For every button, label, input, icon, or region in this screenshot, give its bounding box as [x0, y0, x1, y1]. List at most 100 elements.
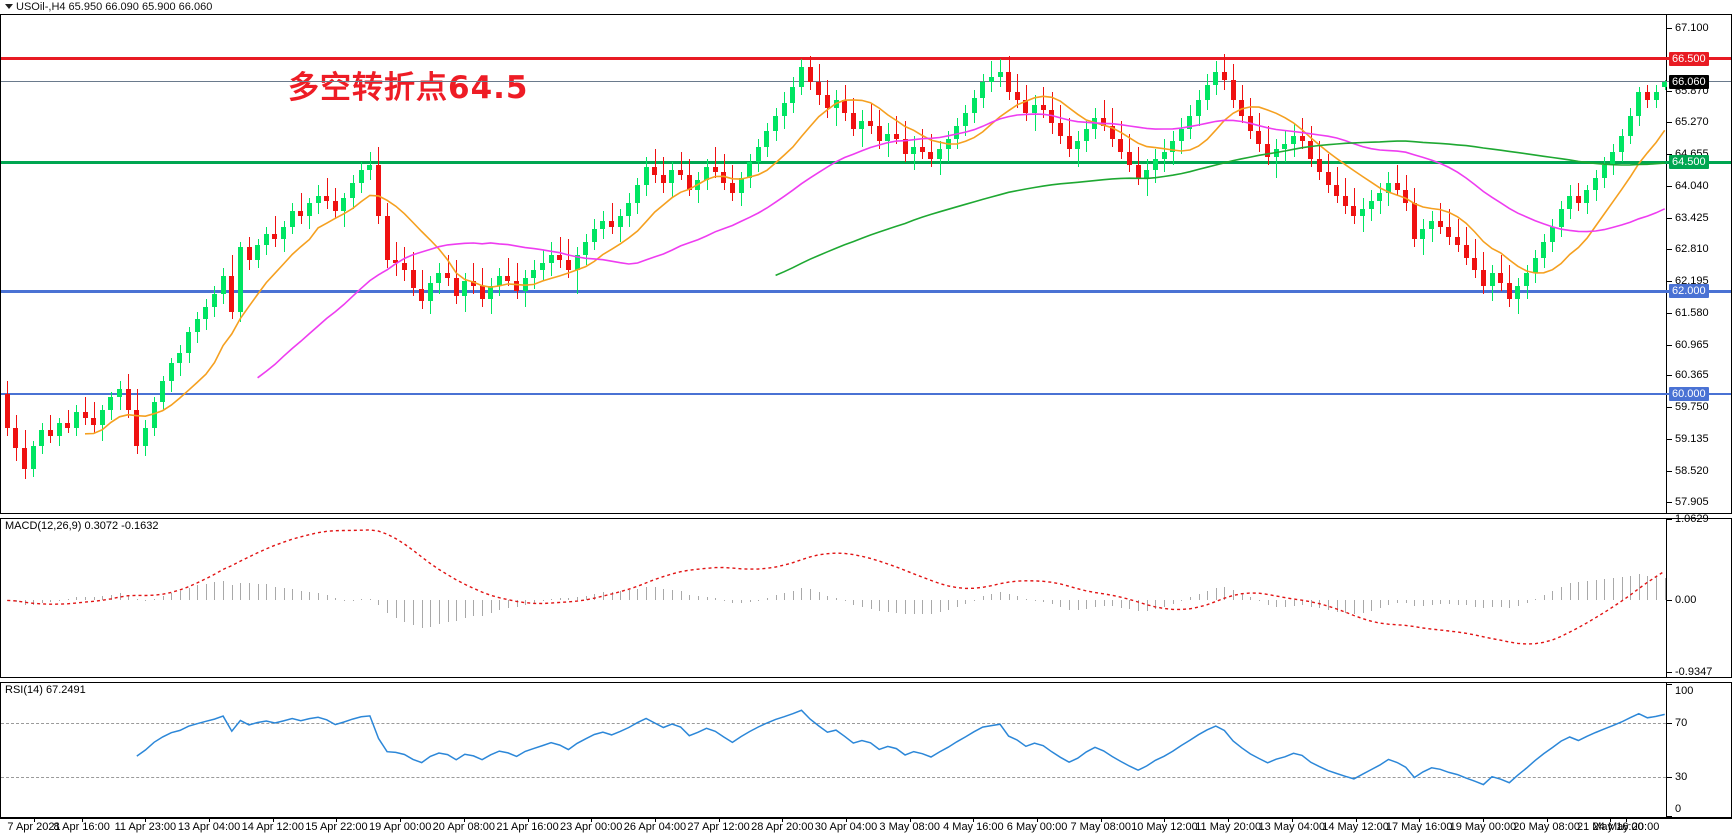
last-price-tag[interactable]: 66.060	[1669, 74, 1709, 89]
candle-body	[1144, 169, 1149, 178]
macd-histogram-bar	[1518, 600, 1519, 606]
price-tick	[1667, 438, 1672, 440]
candle-body	[1300, 136, 1305, 142]
candle-wick	[448, 254, 449, 286]
pivot-line[interactable]	[1, 160, 1731, 164]
candle-body	[359, 169, 364, 183]
candle-body	[842, 100, 847, 114]
rsi-plot-area[interactable]	[1, 683, 1731, 817]
macd-histogram-bar	[1224, 587, 1225, 601]
candle-body	[1446, 226, 1451, 237]
macd-histogram-bar	[629, 590, 630, 601]
candle-wick	[1449, 208, 1450, 245]
current-price-line[interactable]	[1, 81, 1731, 83]
macd-histogram-bar	[491, 600, 492, 614]
support-line-2[interactable]	[1, 393, 1731, 396]
time-axis-label: 19 Apr 00:00	[368, 821, 432, 833]
candle-wick	[473, 262, 474, 294]
price-tick	[1667, 344, 1672, 346]
macd-histogram-bar	[896, 600, 897, 613]
macd-histogram-bar	[430, 600, 431, 627]
rsi-line-group	[136, 709, 1665, 786]
macd-histogram-bar	[1613, 578, 1614, 601]
macd-histogram-bar	[1112, 600, 1113, 607]
candle-body	[583, 242, 588, 255]
support-level-tag[interactable]: 62.000	[1669, 284, 1709, 299]
macd-histogram-bar	[1000, 592, 1001, 601]
candle-body	[1006, 71, 1011, 93]
candle-body	[652, 167, 657, 175]
candle-body	[609, 221, 614, 227]
price-plot-area[interactable]	[1, 15, 1731, 513]
candle-body	[1619, 136, 1624, 152]
resistance-line[interactable]	[1, 57, 1731, 61]
macd-panel[interactable]: MACD(12,26,9) 0.3072 -0.1632 1.0629 0.00 -…	[0, 513, 1732, 678]
triangle-down-icon[interactable]	[5, 4, 13, 9]
time-axis-label: 10 May 12:00	[1131, 821, 1198, 833]
pivot-level-tag[interactable]: 64.500	[1669, 155, 1709, 170]
macd-histogram-bar	[465, 600, 466, 619]
price-tick	[1667, 312, 1672, 314]
candle-body	[661, 174, 666, 183]
resistance-level-tag[interactable]: 66.500	[1669, 51, 1709, 66]
candle-body	[954, 125, 959, 139]
time-axis-tick	[1355, 819, 1357, 822]
macd-histogram-bar	[456, 600, 457, 622]
macd-histogram-bar	[1630, 576, 1631, 601]
time-axis-label: 27 Apr 12:00	[687, 821, 750, 833]
time-axis-label: 13 May 04:00	[1258, 821, 1326, 833]
rsi-panel[interactable]: RSI(14) 67.2491 100 70 30 0	[0, 682, 1732, 818]
macd-histogram-bar	[1017, 596, 1018, 601]
macd-histogram-bar	[1242, 593, 1243, 601]
candle-body	[1213, 71, 1218, 85]
candle-body	[1593, 177, 1598, 191]
macd-histogram-bar	[85, 596, 86, 601]
macd-histogram-bar	[750, 600, 751, 602]
macd-plot-area[interactable]	[1, 519, 1731, 677]
candle-body	[229, 275, 234, 312]
macd-histogram-bar	[1035, 600, 1036, 602]
time-axis[interactable]: 7 Apr 2021 8 Apr 16:00 11 Apr 23:00 13 Apr …	[0, 818, 1732, 839]
macd-histogram-bar	[1388, 600, 1389, 605]
rsi-scale[interactable]: 100 70 30 0	[1666, 683, 1731, 817]
price-chart-panel[interactable]: 67.10065.87065.27064.65564.04063.42562.8…	[0, 14, 1732, 514]
time-axis-label: 15 Apr 22:00	[305, 821, 368, 833]
candle-body	[1472, 257, 1477, 271]
candle-body	[1256, 131, 1261, 144]
time-axis-tick	[209, 819, 211, 822]
candle-body	[1282, 144, 1287, 150]
macd-histogram-bar	[1052, 600, 1053, 605]
time-axis-label: 13 Apr 04:00	[177, 821, 241, 833]
candle-body	[1584, 190, 1589, 204]
candle-wick	[327, 177, 328, 209]
candle-body	[1136, 164, 1141, 178]
time-axis-tick	[1228, 819, 1230, 822]
candle-wick	[1302, 118, 1303, 150]
macd-histogram-bar	[1561, 586, 1562, 601]
support-line[interactable]	[1, 289, 1731, 293]
macd-histogram-bar	[551, 598, 552, 601]
macd-scale[interactable]: 1.0629 0.00 -0.9347	[1666, 513, 1731, 678]
macd-histogram-bar	[715, 597, 716, 601]
candle-body	[825, 94, 830, 108]
price-scale[interactable]: 67.10065.87065.27064.65564.04063.42562.8…	[1666, 15, 1731, 513]
candle-body	[790, 87, 795, 103]
time-axis-label: 17 May 16:00	[1385, 821, 1453, 833]
candle-body	[367, 164, 372, 170]
macd-histogram-bar	[335, 598, 336, 601]
chart-annotation-text: 多空转折点64.5	[288, 70, 529, 106]
support-level-2-tag[interactable]: 60.000	[1669, 387, 1709, 402]
time-axis-label: 20 Apr 08:00	[432, 821, 496, 833]
candle-body	[1386, 182, 1391, 194]
candle-body	[998, 71, 1003, 77]
candle-body	[1481, 270, 1486, 286]
macd-histogram-bar	[180, 590, 181, 601]
macd-histogram-bar	[1622, 577, 1623, 601]
time-axis-tick	[463, 819, 465, 822]
candle-body	[1498, 273, 1503, 284]
time-axis-label: 8 Apr 16:00	[53, 821, 110, 833]
candle-wick	[508, 257, 509, 286]
candle-body	[1602, 164, 1607, 178]
rsi-band-line	[1, 776, 1731, 778]
macd-histogram-bar	[525, 600, 526, 606]
